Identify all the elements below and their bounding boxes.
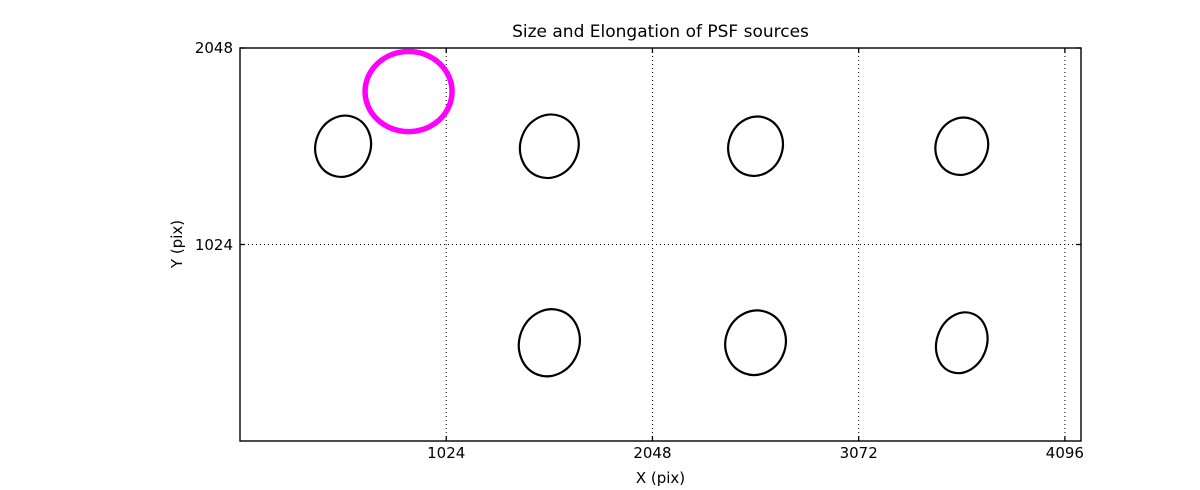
x-tick-label: 1024	[427, 444, 466, 462]
psf-source-ellipse	[934, 311, 989, 375]
highlighted-source-ellipse	[362, 48, 455, 135]
x-tick-label: 4096	[1045, 444, 1084, 462]
psf-source-ellipse	[724, 309, 787, 377]
chart-title: Size and Elongation of PSF sources	[512, 22, 809, 42]
psf-source-ellipse	[727, 115, 785, 178]
x-tick-label: 2048	[633, 444, 672, 462]
psf-source-ellipse	[518, 113, 580, 180]
psf-source-ellipse	[934, 116, 990, 176]
y-tick-label: 1024	[194, 235, 233, 254]
psf-source-ellipse	[314, 114, 373, 178]
x-axis-label: X (pix)	[635, 469, 686, 487]
x-tick-label: 3072	[839, 444, 878, 462]
y-tick-label: 2048	[194, 39, 233, 57]
psf-source-ellipse	[517, 308, 581, 378]
